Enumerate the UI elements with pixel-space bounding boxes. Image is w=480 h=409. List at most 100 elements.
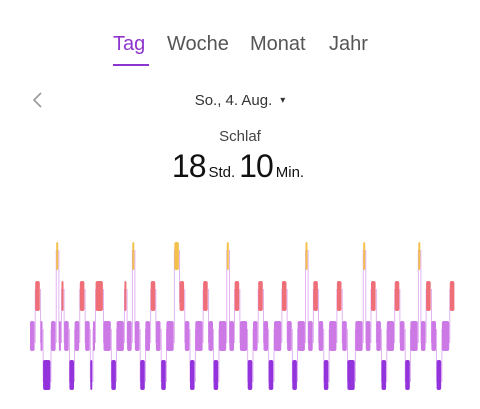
sleep-segment-light (386, 321, 395, 351)
sleep-segment-deep (69, 360, 74, 390)
tab-month-label: Monat (250, 33, 306, 55)
tab-year[interactable]: Jahr (329, 32, 368, 56)
sleep-segment-light (155, 321, 161, 351)
sleep-segment-rem (313, 281, 318, 311)
sleep-segment-deep (43, 360, 51, 390)
tab-month[interactable]: Monat (250, 32, 306, 56)
sleep-segment-light (74, 321, 80, 351)
period-tabs: Tag Woche Monat Jahr (0, 32, 480, 72)
sleep-segment-light (184, 321, 190, 351)
sleep-segment-light (329, 321, 337, 351)
sleep-segment-light (253, 321, 258, 351)
sleep-segment-deep (161, 360, 166, 390)
sleep-segment-awake (56, 242, 59, 270)
sleep-segment-light (103, 321, 111, 351)
sleep-segment-light (287, 321, 292, 351)
sleep-segment-light (342, 321, 347, 351)
sleep-segment-awake (305, 242, 308, 270)
sleep-segment-light (441, 321, 450, 351)
sleep-segment-light (218, 321, 227, 351)
sleep-segment-light (166, 321, 174, 351)
sleep-segment-light (30, 321, 35, 351)
sleep-segment-deep (140, 360, 145, 390)
sleep-segment-light (58, 321, 61, 351)
sleep-stage-chart[interactable] (0, 225, 480, 405)
duration-minutes: 10 (239, 148, 274, 184)
sleep-segment-rem (394, 281, 400, 311)
sleep-segment-awake (363, 242, 366, 270)
sleep-segment-rem (79, 281, 85, 311)
sleep-segment-light (318, 321, 324, 351)
sleep-segment-light (208, 321, 213, 351)
tab-week-label: Woche (167, 33, 229, 55)
date-selector[interactable]: So., 4. Aug. ▾ (0, 92, 480, 109)
sleep-segment-rem (281, 281, 287, 311)
chevron-left-icon (32, 92, 42, 108)
sleep-segment-light (51, 321, 56, 351)
sleep-segment-deep (381, 360, 387, 390)
tab-week[interactable]: Woche (167, 32, 229, 56)
sleep-segment-light (431, 321, 436, 351)
duration-hours-unit: Std. (208, 164, 236, 181)
sleep-segment-light (145, 321, 150, 351)
sleep-segment-rem (124, 281, 127, 311)
sleep-segment-rem (336, 281, 342, 311)
sleep-segment-deep (213, 360, 219, 390)
sleep-segment-deep (190, 360, 195, 390)
sleep-segment-light (64, 321, 69, 351)
sleep-segment-light (93, 321, 95, 351)
sleep-segment-rem (95, 281, 103, 311)
sleep-segment-light (420, 321, 426, 351)
sleep-segment-light (229, 321, 234, 351)
sleep-segment-deep (323, 360, 329, 390)
sleep-segment-rem (449, 281, 455, 311)
sleep-segment-awake (418, 242, 421, 270)
dropdown-caret-icon: ▾ (280, 95, 286, 106)
sleep-segment-rem (150, 281, 156, 311)
sleep-segment-deep (436, 360, 442, 390)
sleep-segment-light (308, 321, 313, 351)
sleep-segment-rem (35, 281, 40, 311)
sleep-segment-deep (268, 360, 274, 390)
sleep-segment-light (127, 321, 132, 351)
sleep-segment-light (355, 321, 363, 351)
sleep-duration: 18 Std. 10 Min. (0, 148, 480, 185)
sleep-segment-rem (234, 281, 240, 311)
sleep-segment-light (195, 321, 203, 351)
sleep-segment-light (376, 321, 381, 351)
sleep-segment-awake (226, 242, 229, 270)
sleep-segment-light (365, 321, 371, 351)
sleep-segment-light (116, 321, 124, 351)
sleep-segment-light (410, 321, 418, 351)
sleep-segment-rem (258, 281, 263, 311)
sleep-segment-rem (179, 281, 185, 311)
sleep-segment-light (40, 321, 43, 351)
previous-day-button[interactable] (30, 90, 46, 110)
sleep-segment-deep (292, 360, 297, 390)
tab-day[interactable]: Tag (113, 32, 149, 66)
sleep-segment-deep (90, 360, 93, 390)
sleep-segment-light (134, 321, 140, 351)
tab-day-label: Tag (113, 33, 146, 55)
sleep-segment-light (274, 321, 282, 351)
sleep-segment-rem (371, 281, 376, 311)
date-label: So., 4. Aug. (194, 92, 273, 109)
sleep-segment-light (239, 321, 248, 351)
sleep-segment-light (297, 321, 305, 351)
duration-minutes-unit: Min. (275, 164, 305, 181)
sleep-segment-rem (426, 281, 431, 311)
sleep-segment-light (85, 321, 90, 351)
sleep-segment-deep (247, 360, 253, 390)
sleep-segment-light (263, 321, 269, 351)
tab-year-label: Jahr (329, 33, 368, 55)
sleep-segment-rem (203, 281, 208, 311)
duration-hours: 18 (171, 148, 207, 184)
sleep-segment-deep (347, 360, 355, 390)
sleep-segment-deep (111, 360, 116, 390)
sleep-segment-rem (61, 281, 64, 311)
sleep-segment-awake (132, 242, 135, 270)
sleep-segment-awake (174, 242, 179, 270)
sleep-segment-deep (405, 360, 410, 390)
tab-active-indicator (113, 64, 149, 66)
metric-label: Schlaf (219, 128, 261, 145)
